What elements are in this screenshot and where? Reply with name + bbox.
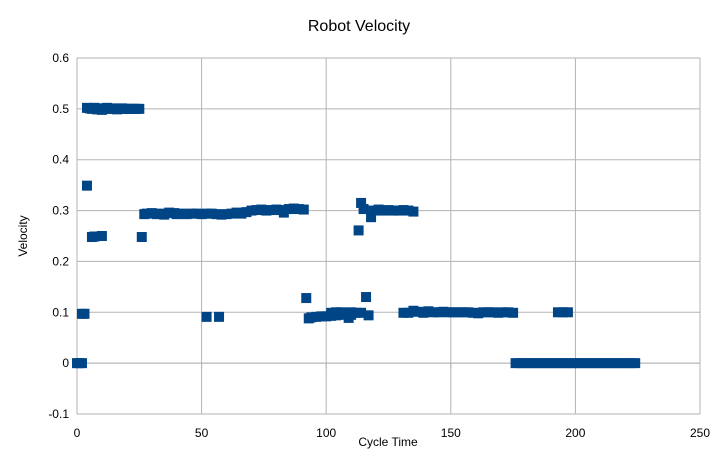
data-point (408, 206, 419, 217)
data-point (630, 358, 641, 369)
data-point (301, 293, 312, 304)
data-point (214, 311, 225, 322)
x-tick-label: 100 (316, 426, 336, 440)
y-tick-label: 0.2 (52, 254, 69, 268)
data-point (358, 204, 369, 215)
tick-labels: -0.1 0 0.1 0.2 0.3 0.4 0.5 0.6 0 50 100 150 200 250 (48, 51, 710, 440)
data-point (562, 307, 573, 318)
x-tick-label: 200 (565, 426, 585, 440)
data-point (343, 312, 354, 323)
data-point (356, 197, 367, 208)
data-point (76, 358, 87, 369)
chart-title: Robot Velocity (308, 18, 410, 35)
data-point (298, 204, 309, 215)
x-tick-label: 150 (441, 426, 461, 440)
data-point (79, 308, 90, 319)
data-point (89, 231, 100, 242)
data-point (81, 180, 92, 191)
y-axis-label: Velocity (16, 215, 30, 256)
data-point (366, 212, 377, 223)
data-point (134, 103, 145, 114)
y-tick-label: 0.3 (52, 204, 69, 218)
y-tick-label: 0 (62, 356, 69, 370)
x-axis-label: Cycle Time (358, 435, 418, 449)
x-tick-label: 50 (195, 426, 209, 440)
y-tick-label: 0.6 (52, 51, 69, 65)
y-tick-label: -0.1 (48, 407, 69, 421)
x-tick-label: 250 (690, 426, 710, 440)
y-tick-label: 0.4 (52, 153, 69, 167)
data-point (201, 311, 212, 322)
data-point (356, 307, 367, 318)
data-point (361, 292, 372, 303)
data-point (508, 307, 519, 318)
data-point (353, 225, 364, 236)
data-point (136, 232, 147, 243)
data-point (363, 310, 374, 321)
data-point (96, 231, 107, 241)
x-tick-label: 0 (74, 426, 81, 440)
data-points (72, 102, 641, 369)
y-tick-label: 0.5 (52, 102, 69, 116)
y-tick-label: 0.1 (52, 305, 69, 319)
